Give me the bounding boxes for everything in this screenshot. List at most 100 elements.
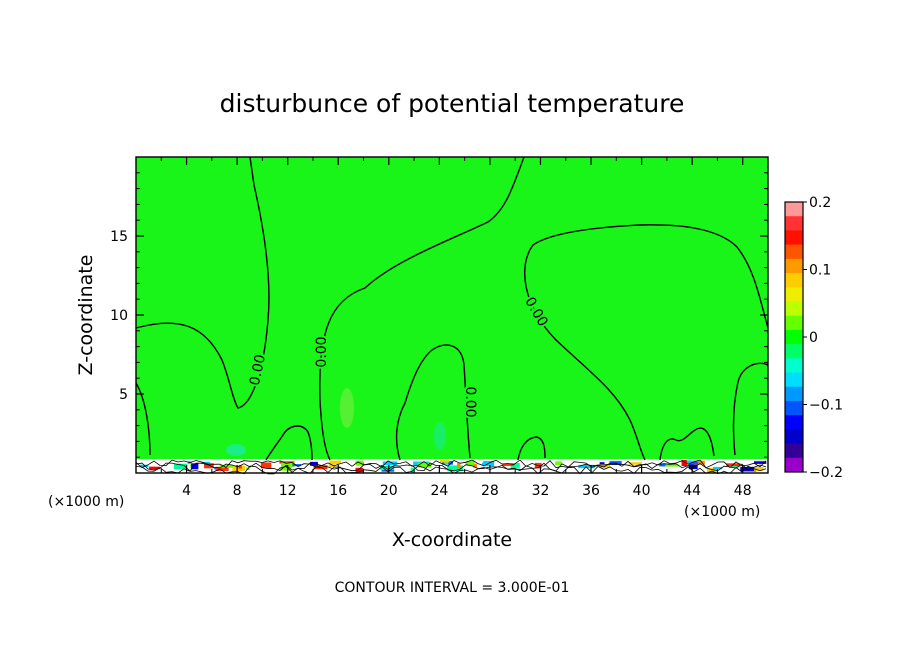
colorbar-tick-label: 0.1 [809,263,831,279]
ground-noise-patch [149,466,160,470]
ground-noise-patch [740,466,757,472]
ground-noise-patch [410,467,415,473]
ground-noise-patch [555,461,563,466]
ground-noise-patch [356,461,364,466]
contour-line [319,156,525,461]
ground-noise-patch [444,462,448,465]
contour-line [135,156,270,409]
colorbar: 0.2 0.1 0 −0.1 −0.2 [784,195,843,481]
colorbar-swatch [785,287,803,302]
x-unit-label-right: (×1000 m) [684,504,760,520]
contour-line [135,382,151,456]
ground-noise-patch [238,464,242,469]
contour-label: 0.00 [462,386,478,417]
colorbar-swatch [785,230,803,246]
ground-noise-patch [629,462,642,465]
contour-interval-note: CONTOUR INTERVAL = 3.000E-01 [335,580,570,596]
ground-noise-patch [173,463,188,470]
ground-noise [135,459,767,475]
ground-noise-patch [439,460,450,463]
zero-contours [135,156,769,461]
y-tick-label: 10 [110,308,128,324]
chart-title: disturbunce of potential temperature [220,89,685,118]
ground-noise-patch [328,464,336,468]
negative-patch [226,444,246,456]
ground-noise-patch [693,460,705,465]
colorbar-swatch [785,386,803,402]
ground-noise-patch [382,461,398,466]
ground-noise-patch [690,461,699,465]
x-tick-label: 16 [329,483,347,499]
contour-line [265,425,313,461]
ground-noise-patch [219,464,233,468]
colorbar-swatch [785,273,803,288]
ground-noise-patch [712,466,723,470]
ground-noise-patch [447,465,463,472]
ground-noise-patch [279,467,292,471]
ground-noise-patch [417,462,432,468]
ground-noise-patch [191,463,199,470]
y-axis: 5 10 15 [110,172,768,458]
colorbar-tick-label: −0.2 [809,465,843,481]
contour-line [395,344,471,461]
colorbar-swatch [785,415,803,430]
colorbar-swatch [785,216,803,231]
ground-noise-patch [204,463,214,469]
ground-noise-patch [215,466,229,471]
x-tick-label: 12 [279,483,297,499]
ground-noise-patch [292,464,302,467]
ground-contour [135,465,767,475]
ground-noise-patch [659,463,669,467]
colorbar-swatch [785,301,803,317]
ground-noise-patch [501,463,515,466]
ground-noise-patch [754,466,764,471]
x-tick-label: 36 [582,483,600,499]
colorbar-swatch [785,400,803,416]
y-tick-label: 5 [119,387,128,403]
x-axis: 4 8 12 16 20 24 28 32 36 40 44 48 [160,157,752,499]
ground-noise-patch [706,467,718,474]
contour-line [517,436,546,461]
ground-noise-patch [681,460,687,467]
x-tick-label: 20 [380,483,398,499]
contour-label: 0.00 [314,336,330,367]
colorbar-swatch [785,358,803,374]
ground-noise-patch [457,463,461,468]
negative-patch [434,422,446,450]
ground-noise-patch [465,460,475,466]
colorbar-swatch [785,315,803,331]
ground-noise-patch [473,463,477,468]
colorbar-swatch [785,344,803,359]
x-tick-label: 44 [683,483,701,499]
colorbar-swatch [785,202,803,217]
colorbar-tick-label: 0.2 [809,195,831,211]
ground-noise-patch [260,462,272,469]
colorbar-tick-label: 0 [809,330,818,346]
contour-line [659,427,715,461]
ground-noise-patch [754,461,767,464]
y-tick-label: 15 [110,229,128,245]
x-axis-label: X-coordinate [392,529,512,551]
ground-noise-patch [510,463,520,469]
colorbar-swatch [785,429,803,445]
colorbar-swatch [785,258,803,274]
colorbar-swatch [785,329,803,345]
ground-noise-patch [380,466,394,471]
ground-noise-patch [201,461,211,464]
colorbar-swatch [785,372,803,388]
x-tick-label: 8 [233,483,242,499]
y-axis-label: Z-coordinate [75,255,97,376]
colorbar-swatch [785,457,803,473]
plot-field [136,157,768,473]
ground-noise-patch [281,462,295,467]
ground-noise-patch [355,467,364,473]
contour-line [524,224,769,461]
ground-noise-patch [578,464,595,469]
x-tick-label: 28 [481,483,499,499]
ground-contour [135,459,767,469]
x-unit-label: (×1000 m) [48,494,124,510]
x-tick-label: 4 [182,483,191,499]
ground-noise-patch [665,464,679,467]
x-tick-label: 24 [430,483,448,499]
